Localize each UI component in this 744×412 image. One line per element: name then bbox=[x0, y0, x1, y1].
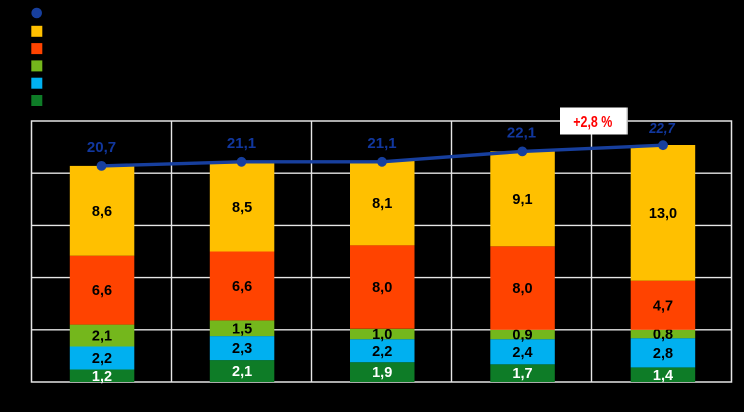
svg-text:2,1: 2,1 bbox=[232, 364, 252, 380]
svg-text:2,3: 2,3 bbox=[232, 341, 252, 357]
svg-text:2,4: 2,4 bbox=[512, 345, 532, 361]
svg-text:2,2: 2,2 bbox=[92, 351, 112, 367]
svg-text:2,8: 2,8 bbox=[653, 346, 673, 362]
svg-text:1,0: 1,0 bbox=[372, 327, 392, 343]
svg-text:20,7: 20,7 bbox=[87, 139, 116, 156]
svg-text:0,9: 0,9 bbox=[512, 328, 532, 344]
svg-text:8,6: 8,6 bbox=[92, 204, 112, 220]
svg-text:1,7: 1,7 bbox=[512, 366, 532, 382]
svg-text:1,5: 1,5 bbox=[232, 321, 252, 337]
svg-text:+2,8 %: +2,8 % bbox=[573, 114, 612, 131]
svg-text:8,1: 8,1 bbox=[372, 196, 392, 212]
svg-text:1,2: 1,2 bbox=[92, 369, 112, 385]
svg-text:6,6: 6,6 bbox=[232, 279, 252, 295]
svg-text:1,9: 1,9 bbox=[372, 365, 392, 381]
svg-text:1,4: 1,4 bbox=[653, 368, 673, 384]
svg-text:2,1: 2,1 bbox=[92, 329, 112, 345]
svg-text:21,1: 21,1 bbox=[227, 135, 256, 152]
svg-text:22,1: 22,1 bbox=[507, 125, 536, 142]
svg-text:21,1: 21,1 bbox=[367, 135, 396, 152]
svg-text:22,7: 22,7 bbox=[648, 120, 675, 137]
svg-text:4,7: 4,7 bbox=[653, 298, 673, 314]
svg-text:8,5: 8,5 bbox=[232, 200, 252, 216]
svg-text:6,6: 6,6 bbox=[92, 283, 112, 299]
svg-text:2,2: 2,2 bbox=[372, 344, 392, 360]
svg-text:13,0: 13,0 bbox=[649, 206, 677, 222]
svg-text:8,0: 8,0 bbox=[372, 280, 392, 296]
svg-text:0,8: 0,8 bbox=[653, 327, 673, 343]
svg-text:8,0: 8,0 bbox=[512, 281, 532, 297]
svg-text:9,1: 9,1 bbox=[512, 192, 532, 208]
